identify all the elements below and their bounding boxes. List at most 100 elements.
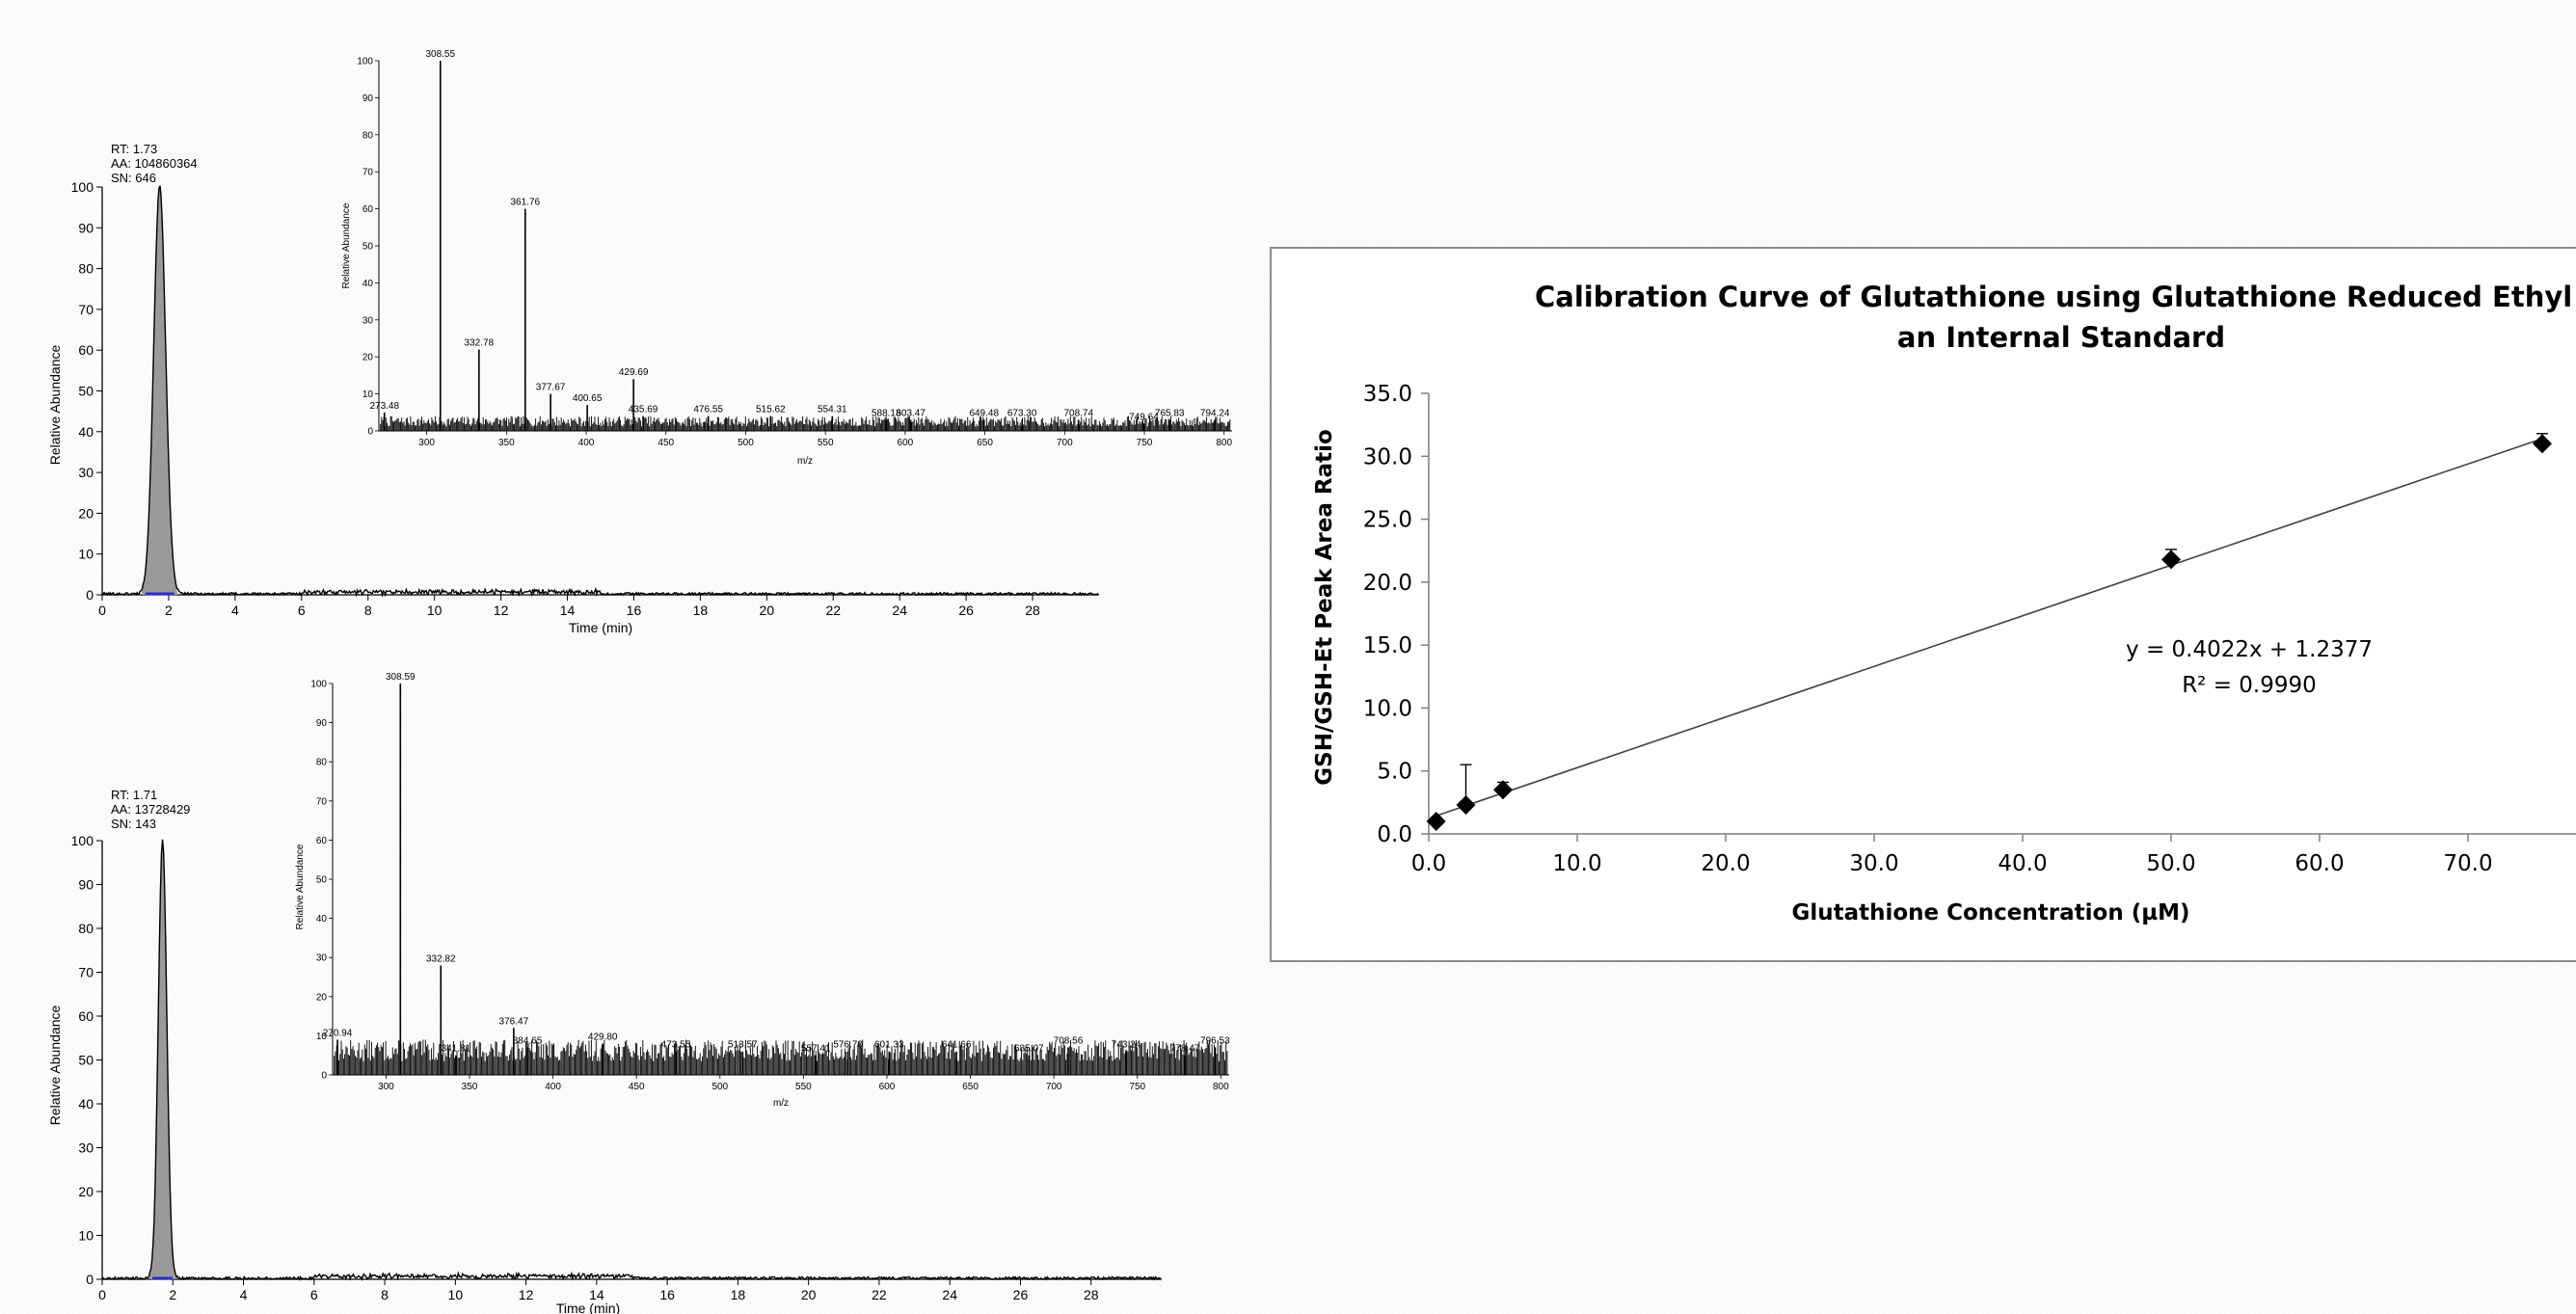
inset-x-tick-label: 400: [545, 1082, 561, 1092]
data-point-marker: [1493, 780, 1513, 800]
y-tick-label: 10.0: [1363, 696, 1412, 721]
x-axis-label: Time (min): [569, 620, 632, 635]
spectrum-peak-label: 515.62: [756, 405, 786, 416]
y-tick-label: 80: [78, 261, 94, 277]
x-tick-label: 6: [310, 1287, 318, 1302]
y-tick-label: 20: [78, 505, 94, 521]
inset-x-tick-label: 300: [418, 438, 435, 448]
inset-y-tick-label: 0: [321, 1071, 327, 1082]
spectrum-peak-label: 708.74: [1063, 408, 1093, 418]
y-tick-label: 90: [78, 220, 94, 235]
spectrum-peak-label: 554.31: [818, 405, 847, 416]
spectrum-peak-label: 743.24: [1112, 1040, 1141, 1051]
spectrum-peak-label: 308.55: [425, 49, 455, 60]
y-tick-label: 0: [86, 1272, 94, 1287]
x-tick-label: 14: [560, 603, 576, 618]
spectrum-peak-label: 400.65: [573, 393, 603, 404]
spectrum-peak-label: 308.59: [386, 672, 416, 683]
x-tick-label: 20: [760, 603, 775, 618]
x-tick-label: 12: [494, 603, 509, 618]
x-tick-label: 22: [872, 1287, 887, 1302]
x-tick-label: 8: [364, 603, 372, 618]
r-squared-label: R² = 0.9990: [2182, 673, 2317, 698]
chromatogram-chart-top: RT: 1.73 AA: 104860364 SN: 646 Time (min…: [47, 49, 1233, 635]
peak-sn-label: SN: 646: [111, 171, 156, 185]
x-tick-label: 0: [98, 1287, 106, 1302]
inset-x-tick-label: 700: [1046, 1082, 1062, 1092]
y-tick-label: 30: [78, 465, 94, 480]
inset-y-tick-label: 40: [362, 279, 374, 289]
inset-y-tick-label: 100: [310, 680, 327, 690]
inset-x-tick-label: 600: [879, 1082, 896, 1092]
spectrum-peak-label: 601.33: [874, 1040, 904, 1051]
inset-y-tick-label: 70: [316, 796, 328, 807]
inset-x-tick-label: 700: [1057, 438, 1073, 448]
spectrum-peak-label: 273.48: [369, 401, 399, 412]
inset-x-tick-label: 800: [1216, 438, 1232, 448]
peak-sn-label: SN: 143: [111, 817, 156, 831]
inset-x-tick-label: 450: [629, 1082, 645, 1092]
x-tick-label: 20.0: [1701, 851, 1750, 876]
y-tick-label: 70: [78, 302, 94, 317]
y-tick-label: 20.0: [1363, 571, 1412, 596]
x-tick-label: 16: [659, 1287, 675, 1302]
x-tick-label: 0: [98, 603, 106, 618]
integrated-peak-area: [149, 839, 175, 1279]
inset-x-tick-label: 550: [818, 438, 834, 448]
integrated-peak-area: [142, 185, 178, 595]
spectrum-peak-label: 341.81: [442, 1044, 471, 1055]
spectrum-peak-label: 513.57: [728, 1040, 758, 1051]
inset-y-tick-label: 30: [362, 315, 374, 326]
chromatogram-trace: [101, 839, 1162, 1281]
chromatogram-chart-bottom: RT: 1.71 AA: 13728429 SN: 143 Time (min)…: [47, 672, 1230, 1314]
inset-y-tick-label: 50: [362, 242, 374, 253]
spectrum-peak-label: 603.47: [896, 408, 926, 418]
spectrum-peak-label: 473.55: [661, 1040, 691, 1051]
spectrum-peak-label: 796.53: [1200, 1036, 1230, 1047]
y-tick-label: 0.0: [1377, 822, 1412, 847]
y-tick-label: 35.0: [1363, 382, 1412, 407]
y-tick-label: 10: [78, 547, 94, 562]
x-tick-label: 6: [298, 603, 306, 618]
spectrum-peak-label: 588.13: [872, 408, 901, 418]
inset-y-tick-label: 20: [316, 992, 328, 1003]
inset-x-tick-label: 350: [462, 1082, 478, 1092]
x-tick-label: 50.0: [2146, 851, 2195, 876]
calibration-chart-frame: Calibration Curve of Glutathione using G…: [1270, 247, 2576, 962]
spectrum-peak-label: 384.65: [513, 1036, 543, 1047]
spectrum-peak-label: 332.78: [465, 338, 495, 349]
x-tick-label: 16: [627, 603, 642, 618]
chromatogram-trace: [101, 185, 1099, 598]
inset-x-tick-label: 750: [1129, 1082, 1145, 1092]
x-tick-label: 26: [1013, 1287, 1029, 1302]
y-tick-label: 20: [78, 1184, 94, 1199]
trendline: [1436, 438, 2543, 817]
y-tick-label: 30: [78, 1140, 94, 1156]
trendline-equation: y = 0.4022x + 1.2377: [2126, 637, 2373, 662]
x-tick-label: 26: [958, 603, 974, 618]
inset-y-tick-label: 50: [316, 875, 328, 886]
spectrum-peak-label: 476.55: [693, 405, 723, 416]
spectrum-peak-label: 685.07: [1014, 1044, 1044, 1055]
inset-x-tick-label: 350: [498, 438, 515, 448]
y-tick-label: 5.0: [1377, 760, 1412, 785]
data-point-marker: [2161, 550, 2181, 570]
inset-x-axis-label: m/z: [797, 456, 813, 467]
y-tick-label: 30.0: [1363, 444, 1412, 469]
inset-noise-spectrum: [380, 416, 1231, 431]
spectrum-peak-label: 270.94: [323, 1028, 353, 1038]
x-axis-label: Time (min): [556, 1301, 620, 1314]
inset-y-tick-label: 80: [316, 758, 328, 768]
inset-x-tick-label: 600: [898, 438, 914, 448]
y-tick-label: 50: [78, 1053, 94, 1068]
x-tick-label: 0.0: [1411, 851, 1447, 876]
inset-y-axis-label: Relative Abundance: [341, 202, 352, 288]
calibration-chart: Calibration Curve of Glutathione using G…: [1312, 281, 2576, 925]
spectrum-peak-label: 429.80: [588, 1032, 618, 1043]
spectrum-peak-label: 794.24: [1200, 408, 1230, 418]
x-tick-label: 18: [693, 603, 709, 618]
x-tick-label: 4: [231, 603, 239, 618]
x-tick-label: 24: [892, 603, 907, 618]
inset-y-tick-label: 0: [367, 427, 373, 438]
inset-y-tick-label: 10: [362, 389, 374, 400]
